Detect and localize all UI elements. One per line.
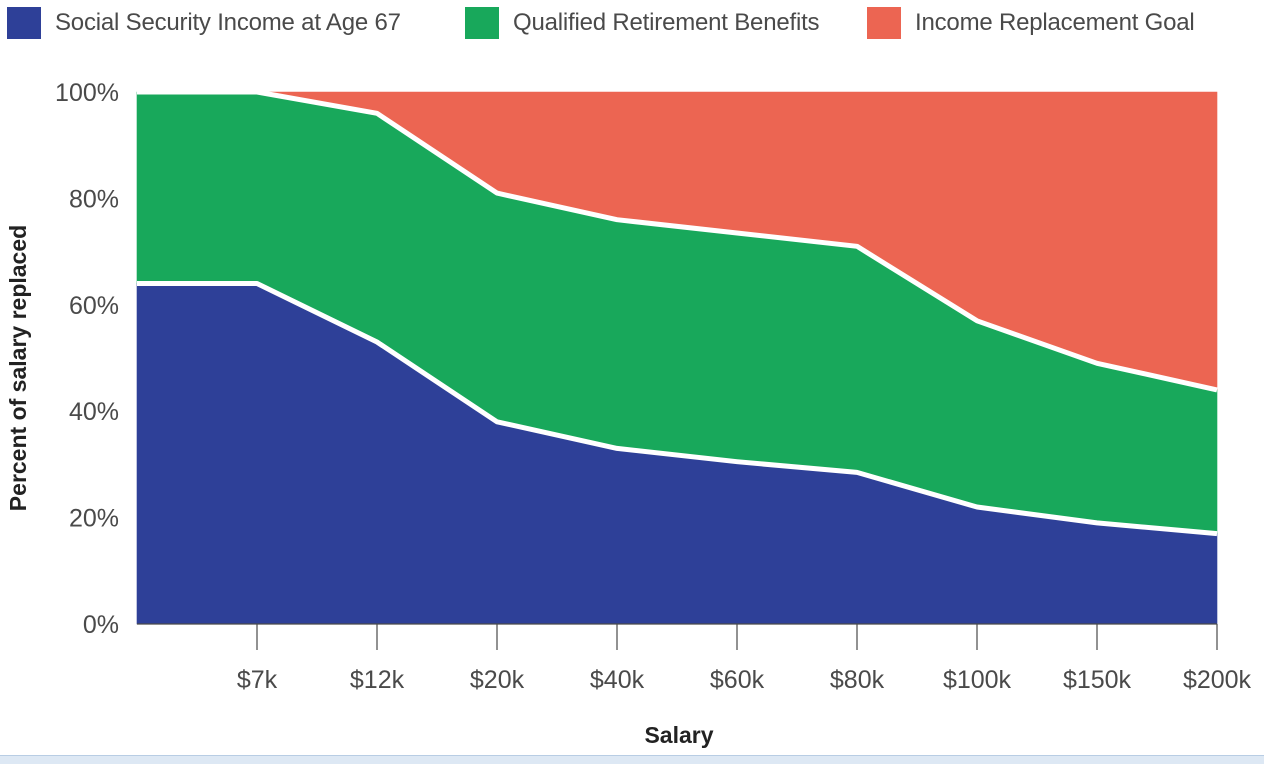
y-tick-label: 40%: [69, 398, 119, 426]
legend-swatch: [7, 7, 41, 39]
x-tick-label: $12k: [350, 666, 405, 694]
x-tick-label: $150k: [1063, 666, 1132, 694]
x-tick-label: $80k: [830, 666, 885, 694]
y-axis: 0% 20% 40% 60% 80% 100%: [55, 79, 119, 639]
x-tick-label: $200k: [1183, 666, 1252, 694]
x-axis: [137, 623, 1218, 650]
x-tick-label: $7k: [237, 666, 278, 694]
x-axis-title: Salary: [644, 722, 713, 748]
y-tick-label: 20%: [69, 505, 119, 533]
y-axis-title: Percent of salary replaced: [5, 225, 31, 511]
series-boundary-line: [137, 89, 1218, 393]
legend-swatch: [867, 7, 901, 39]
legend-label: Income Replacement Goal: [915, 9, 1195, 36]
legend-label: Qualified Retirement Benefits: [513, 9, 820, 36]
bottom-band: [0, 755, 1264, 764]
x-tick-labels: $7k $12k $20k $40k $60k $80k $100k $150k $200k: [237, 666, 1252, 694]
legend: Social Security Income at Age 67 Qualifie…: [0, 0, 1264, 44]
series-boundary-line: [137, 281, 1218, 537]
series-separators: [137, 89, 1218, 537]
y-tick-label: 0%: [83, 611, 119, 639]
x-tick-label: $100k: [943, 666, 1012, 694]
x-tick-label: $20k: [470, 666, 525, 694]
y-tick-label: 100%: [55, 79, 119, 107]
area-layers: [136, 91, 1218, 625]
legend-label: Social Security Income at Age 67: [55, 9, 401, 36]
x-tick-label: $40k: [590, 666, 645, 694]
y-tick-label: 80%: [69, 185, 119, 213]
y-tick-label: 60%: [69, 292, 119, 320]
legend-swatch: [465, 7, 499, 39]
x-tick-label: $60k: [710, 666, 765, 694]
